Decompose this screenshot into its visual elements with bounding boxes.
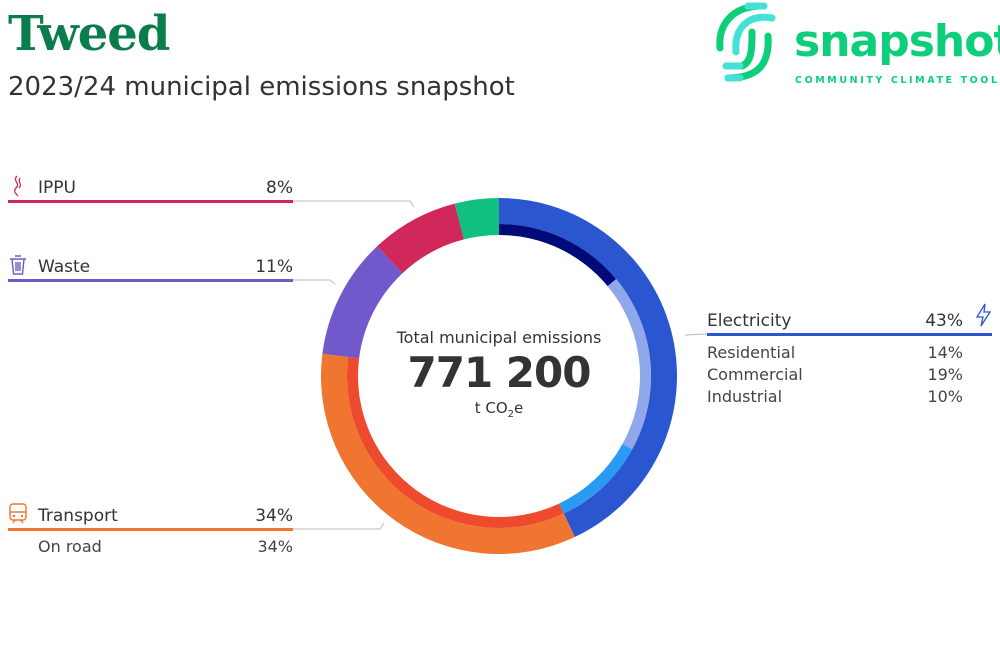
sub-label: On road [38, 537, 102, 556]
unit-prefix: t CO [474, 399, 508, 417]
leader-line-waste [293, 279, 336, 285]
fingerprint-logo-icon [716, 2, 776, 82]
donut-segment-electricity [499, 198, 677, 538]
unit-suffix: e [514, 399, 524, 417]
waste-label: Waste [38, 257, 91, 277]
donut-segment-other [454, 198, 499, 240]
waste-bar [8, 279, 293, 282]
donut-subsegment-on-road [347, 356, 564, 528]
leader-line-transport [293, 522, 385, 530]
transport-bar [8, 528, 293, 531]
sub-label: Industrial [707, 387, 783, 406]
transport-sub-row: On road 34% [8, 536, 293, 558]
sub-percent: 34% [257, 537, 293, 556]
electricity-bar [707, 333, 992, 336]
donut-subsegment-commercial [607, 279, 651, 450]
donut-segment-waste [322, 246, 403, 359]
transport-percent: 34% [255, 506, 293, 526]
ippu-label: IPPU [38, 178, 76, 198]
category-ippu: IPPU 8% [8, 174, 293, 203]
sub-percent: 19% [927, 365, 963, 384]
total-value: 771 200 [407, 348, 592, 397]
donut-segment-transport [321, 353, 575, 554]
electricity-percent: 43% [925, 311, 963, 331]
ippu-percent: 8% [266, 178, 293, 198]
donut-subsegment-residential [499, 224, 617, 287]
transport-label: Transport [38, 506, 118, 526]
donut-segment-ippu [377, 203, 464, 274]
unit-subscript: 2 [507, 409, 515, 420]
leader-line-ippu [293, 200, 415, 208]
leader-line-electricity [684, 333, 708, 336]
logo-wordmark: snapshot [794, 16, 1000, 67]
category-transport: Transport 34% On road 34% [8, 502, 293, 558]
total-label: Total municipal emissions [396, 328, 602, 347]
electricity-sub-row: Commercial 19% [707, 364, 963, 386]
electricity-sub-row: Industrial 10% [707, 386, 963, 408]
smoke-icon [14, 175, 22, 197]
donut-center: Total municipal emissions 771 200 t CO2e [379, 328, 619, 420]
snapshot-logo: snapshot COMMUNITY CLIMATE TOOL [712, 0, 1000, 95]
trash-icon [10, 255, 26, 275]
page-subtitle: 2023/24 municipal emissions snapshot [8, 72, 515, 102]
electricity-sub-row: Residential 14% [707, 342, 963, 364]
total-unit: t CO2e [379, 399, 619, 420]
lightning-icon [975, 303, 992, 327]
train-icon [9, 503, 27, 524]
sub-percent: 10% [927, 387, 963, 406]
donut-subsegment-industrial [559, 443, 633, 514]
ippu-bar [8, 200, 293, 203]
logo-tagline: COMMUNITY CLIMATE TOOL [795, 75, 1000, 86]
page-title: Tweed [8, 6, 170, 62]
sub-label: Residential [707, 343, 796, 362]
sub-percent: 14% [927, 343, 963, 362]
electricity-label: Electricity [707, 311, 792, 331]
waste-percent: 11% [255, 257, 293, 277]
category-waste: Waste 11% [8, 253, 293, 282]
category-electricity: Electricity 43% Residential 14% Commercial… [707, 303, 992, 408]
sub-label: Commercial [707, 365, 803, 384]
